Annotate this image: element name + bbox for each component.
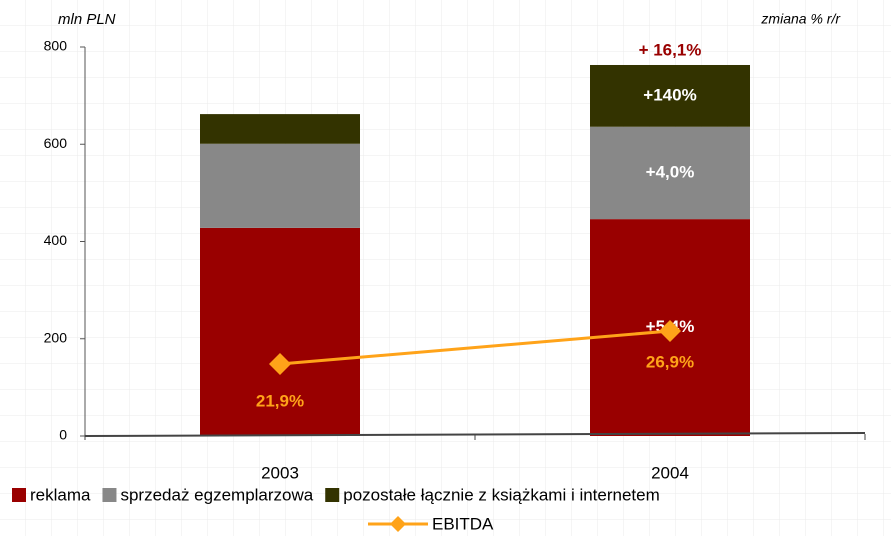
y-tick-label: 200 [44, 329, 68, 345]
legend-label: pozostałe łącznie z książkami i internet… [343, 485, 660, 504]
legend-marker [390, 516, 406, 532]
y-tick-label: 400 [44, 232, 68, 248]
legend-label: sprzedaż egzemplarzowa [120, 485, 313, 504]
segment-change-label: +4,0% [646, 162, 695, 181]
bar-segment [590, 126, 750, 220]
legend-label: EBITDA [432, 514, 494, 533]
y-axis-label: mln PLN [58, 11, 116, 28]
ebitda-margin-label: 21,9% [256, 392, 304, 411]
legend-item: sprzedaż egzemplarzowa [102, 485, 314, 504]
legend-swatch [12, 488, 26, 502]
bar-segment [200, 227, 360, 436]
ebitda-line [279, 329, 671, 366]
x-tick-label: 2003 [261, 463, 299, 482]
legend-item: EBITDA [368, 514, 494, 533]
bar-segment [200, 143, 360, 228]
legend-label: reklama [30, 485, 91, 504]
y-axis-label-right: zmiana % r/r [760, 11, 841, 27]
y-tick-label: 0 [59, 427, 67, 443]
segment-change-label: +140% [643, 85, 696, 104]
legend-swatch [325, 488, 340, 502]
legend-item: pozostałe łącznie z książkami i internet… [325, 485, 660, 504]
y-tick-label: 600 [44, 135, 68, 151]
ebitda-marker [269, 353, 291, 376]
bar-segment [590, 64, 750, 127]
bar-segment [200, 114, 360, 144]
ebitda-marker [659, 319, 681, 342]
y-tick-label: 800 [44, 38, 68, 54]
total-change-label: + 16,1% [639, 40, 702, 59]
ebitda-margin-label: 26,9% [646, 352, 694, 371]
legend-item: reklama [12, 485, 91, 504]
legend-swatch [102, 488, 117, 502]
x-tick-label: 2004 [651, 463, 689, 482]
